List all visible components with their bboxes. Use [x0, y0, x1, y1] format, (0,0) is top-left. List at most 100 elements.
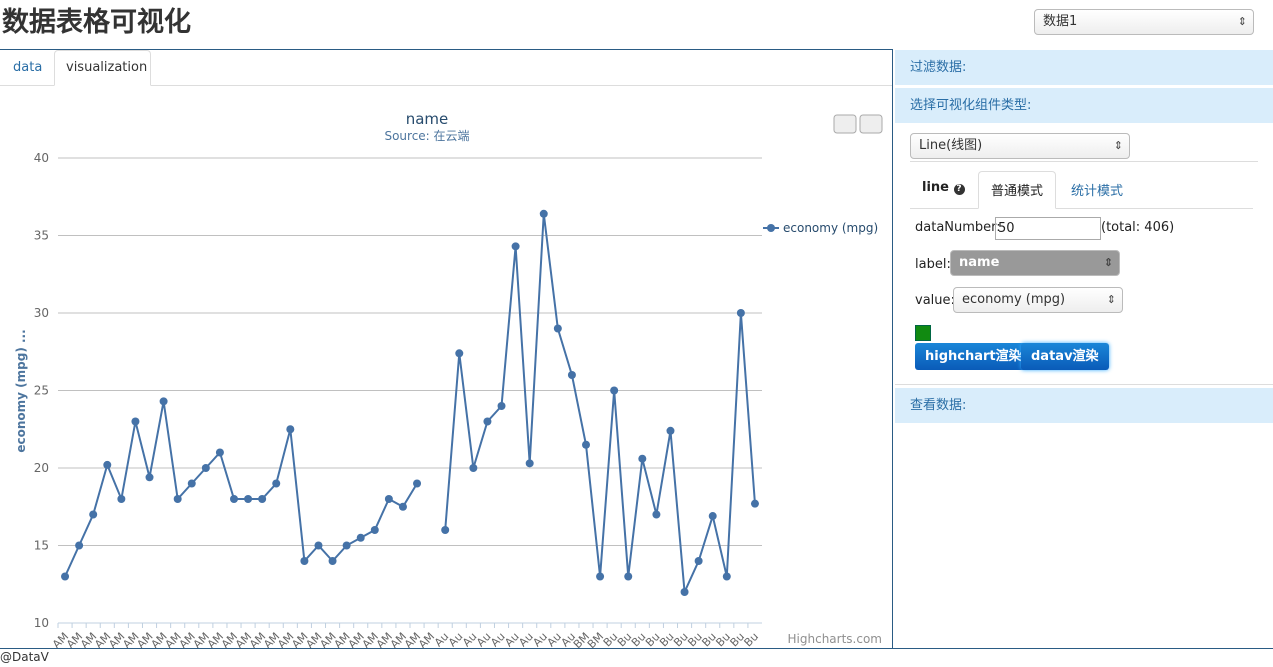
page-title: 数据表格可视化 [2, 7, 191, 38]
point [441, 526, 450, 534]
type-select[interactable]: Line(线图) [910, 133, 1130, 159]
chart-subtitle: Source: 在云端 [384, 129, 469, 143]
type-heading[interactable]: 选择可视化组件类型: [895, 88, 1273, 123]
active-sub-tab[interactable] [978, 171, 1056, 209]
point [525, 459, 534, 468]
series-line [64, 401, 418, 577]
point [272, 479, 281, 488]
point [89, 510, 98, 519]
point [201, 464, 210, 472]
sub-tab[interactable]: line ? [922, 180, 965, 195]
point [610, 386, 619, 395]
print-button[interactable] [833, 114, 857, 134]
point [342, 541, 351, 550]
sub-tab[interactable]: 统计模式 [1071, 184, 1124, 199]
point [230, 495, 238, 503]
field-label: value: [915, 293, 955, 308]
x-tick-label: Au [516, 630, 535, 648]
point [131, 417, 140, 426]
point [497, 402, 506, 410]
divider [910, 208, 1253, 209]
point [328, 557, 337, 565]
point [413, 479, 422, 488]
point [384, 495, 393, 503]
data-number-input[interactable]: 50 [995, 217, 1101, 240]
highchart-button[interactable]: highchart渲染 [915, 343, 1032, 370]
tab-line [0, 85, 892, 86]
x-tick-label: Au [488, 630, 507, 648]
x-tick-label: Au [559, 630, 578, 648]
x-tick-label: Bu [713, 630, 732, 648]
point [596, 572, 605, 581]
point [553, 324, 562, 333]
point [300, 557, 309, 565]
point [356, 533, 365, 542]
divider [895, 384, 1273, 385]
x-tick-label: Bu [699, 630, 718, 648]
x-tick-label: Bu [671, 630, 690, 648]
tab[interactable]: data [13, 60, 43, 75]
x-tick-label: Au [460, 630, 479, 648]
x-tick-label: Bu [629, 630, 648, 648]
footer: @DataV [0, 650, 49, 664]
dataset-select[interactable]: 数据1 [1034, 9, 1254, 35]
y-tick-label: 15 [34, 539, 49, 553]
x-tick-label: Bu [742, 630, 761, 648]
active-tab[interactable] [54, 50, 151, 86]
point [286, 425, 295, 434]
point [159, 397, 168, 406]
x-tick-label: Bu [728, 630, 747, 648]
point [398, 502, 407, 511]
point [215, 448, 224, 457]
point [666, 426, 675, 435]
point [694, 557, 703, 565]
chart-title: name [406, 110, 449, 128]
point [511, 242, 520, 251]
point [582, 440, 590, 449]
datav-button[interactable]: datav渲染 [1021, 343, 1109, 370]
series-line [444, 213, 756, 596]
x-tick-label: Au [502, 630, 521, 648]
add-button[interactable] [915, 325, 931, 341]
label-select[interactable]: name [950, 250, 1120, 276]
x-tick-label: Au [474, 630, 493, 648]
point [652, 510, 661, 519]
credit: Highcharts.com [788, 632, 882, 646]
point [567, 371, 576, 379]
point [469, 464, 478, 472]
point [117, 495, 126, 503]
y-tick-label: 20 [34, 461, 49, 475]
value-select[interactable]: economy (mpg) [953, 287, 1123, 313]
export-button[interactable] [859, 114, 883, 134]
point [187, 479, 196, 488]
point [61, 572, 70, 581]
x-tick-label: Bu [643, 630, 662, 648]
chart: name Source: 在云端 economy (mpg) ... Highc… [14, 110, 883, 648]
help-icon[interactable]: ? [953, 184, 965, 195]
point [638, 454, 647, 463]
y-tick-label: 25 [34, 384, 49, 398]
y-axis-title: economy (mpg) ... [14, 329, 28, 452]
left-panel [0, 49, 893, 648]
field-label: label: [915, 257, 951, 272]
point [680, 588, 689, 596]
x-tick-label: Bu [685, 630, 704, 648]
x-tick-label: Bu [601, 630, 620, 648]
x-tick-label: Au [545, 630, 564, 648]
point [173, 495, 182, 503]
point [624, 572, 633, 581]
divider [910, 161, 1258, 162]
point [103, 460, 112, 469]
filter-heading[interactable]: 过滤数据: [895, 50, 1273, 85]
view-heading[interactable]: 查看数据: [895, 388, 1273, 423]
x-tick-label: Au [432, 630, 451, 648]
total-label: (total: 406) [1101, 220, 1175, 235]
point [75, 541, 84, 550]
x-tick-label: Bu [615, 630, 634, 648]
sub-tab[interactable]: 普通模式 [991, 184, 1044, 199]
tab[interactable]: visualization [66, 60, 148, 75]
legend-label: economy (mpg) [783, 221, 878, 235]
point [708, 512, 717, 521]
legend-marker [767, 224, 775, 232]
point [539, 209, 548, 218]
